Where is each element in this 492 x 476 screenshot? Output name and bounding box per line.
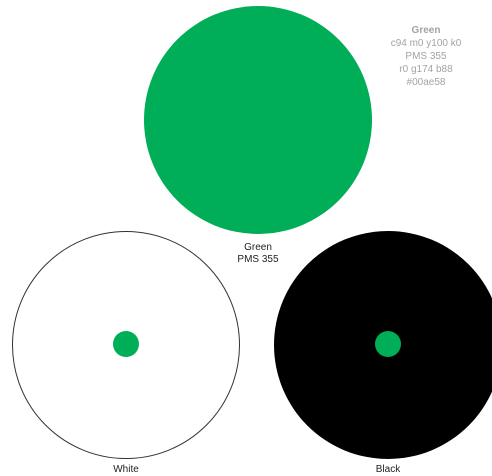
- color-spec-block: Green c94 m0 y100 k0 PMS 355 r0 g174 b88…: [366, 24, 486, 89]
- spec-hex: #00ae58: [406, 77, 446, 88]
- spec-rgb: r0 g174 b88: [399, 64, 453, 75]
- green-swatch-caption: Green PMS 355: [208, 242, 308, 266]
- green-swatch-circle: [144, 6, 372, 234]
- green-swatch-name: Green: [244, 242, 272, 253]
- green-swatch-pms: PMS 355: [237, 254, 279, 265]
- spec-pms: PMS 355: [405, 51, 447, 62]
- black-swatch-caption: Black: [375, 464, 401, 475]
- spec-color-name: Green: [411, 25, 441, 36]
- green-dot-on-white: [113, 331, 139, 357]
- spec-cmyk: c94 m0 y100 k0: [390, 38, 462, 49]
- white-swatch-caption: White: [113, 464, 139, 475]
- green-dot-on-black: [375, 331, 401, 357]
